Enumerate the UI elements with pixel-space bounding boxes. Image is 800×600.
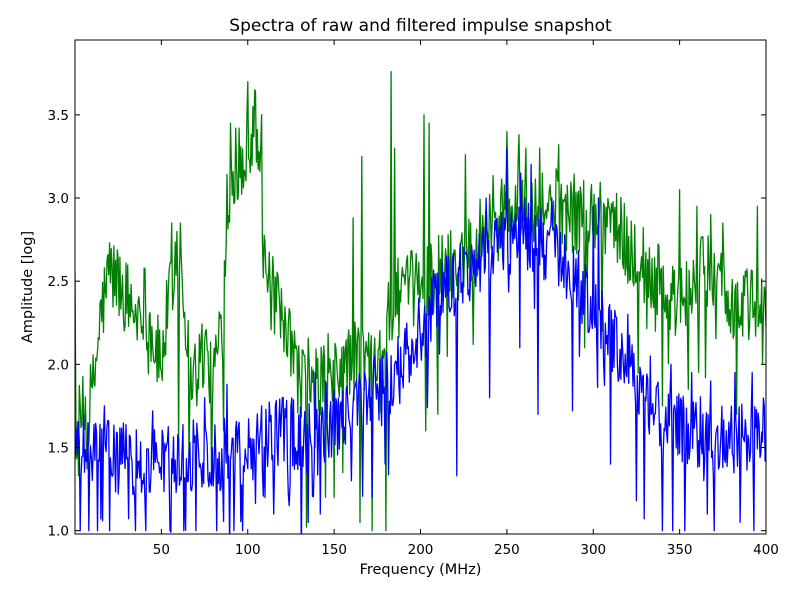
- series-line-blue: [75, 147, 766, 534]
- series-line-green: [75, 70, 766, 532]
- y-tick-label: 3.5: [48, 108, 69, 124]
- x-tick-label: 150: [321, 542, 347, 558]
- x-tick-label: 350: [667, 542, 693, 558]
- x-tick-label: 100: [235, 542, 261, 558]
- y-tick-label: 1.5: [48, 441, 69, 457]
- x-tick-label: 200: [408, 542, 434, 558]
- x-axis-title: Frequency (MHz): [360, 562, 482, 578]
- y-tick-label: 2.5: [48, 274, 69, 290]
- series-layer: [75, 70, 766, 534]
- x-tick-label: 300: [580, 542, 606, 558]
- y-tick-label: 2.0: [48, 357, 69, 373]
- y-axis-title: Amplitude [log]: [20, 231, 36, 343]
- y-tick-label: 1.0: [48, 524, 69, 540]
- chart-title: Spectra of raw and filtered impulse snap…: [229, 16, 612, 36]
- x-tick-label: 400: [753, 542, 779, 558]
- x-tick-label: 250: [494, 542, 520, 558]
- ticks-layer: 50 100 150 200 250 300 350 400 1.0 1.5 2.0 2.5 3.0 3.…: [48, 40, 779, 558]
- y-tick-label: 3.0: [48, 191, 69, 207]
- x-tick-label: 50: [153, 542, 170, 558]
